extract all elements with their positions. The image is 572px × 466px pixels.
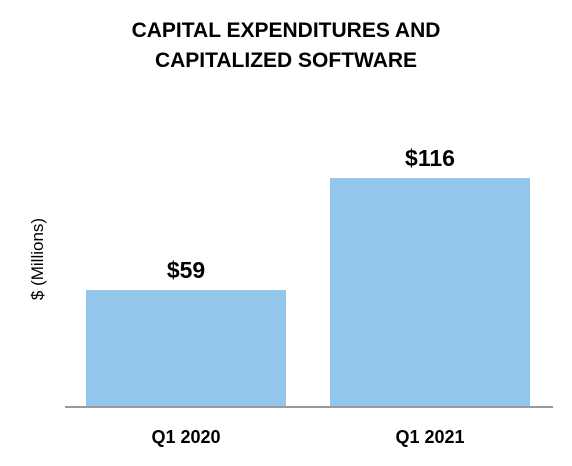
bar-q1-2020 <box>86 290 286 406</box>
x-tick-label-q1-2020: Q1 2020 <box>151 427 220 447</box>
y-axis-label: $ (Millions) <box>28 218 47 300</box>
chart-title-line-2: CAPITALIZED SOFTWARE <box>155 49 417 72</box>
chart-title-line-1: CAPITAL EXPENDITURES AND <box>132 19 441 42</box>
data-label-q1-2021: $116 <box>405 145 455 171</box>
data-label-q1-2020: $59 <box>167 257 205 283</box>
bars-group: $59 Q1 2020 $116 Q1 2021 <box>86 145 530 447</box>
x-tick-label-q1-2021: Q1 2021 <box>395 427 464 447</box>
bar-q1-2021 <box>330 178 530 406</box>
